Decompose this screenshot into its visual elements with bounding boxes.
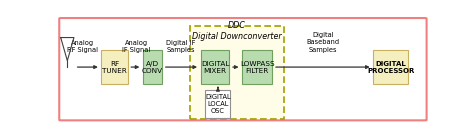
Bar xyxy=(201,50,229,84)
FancyBboxPatch shape xyxy=(59,18,427,120)
Bar xyxy=(242,50,272,84)
Text: A/D
CONV: A/D CONV xyxy=(142,61,163,74)
Bar xyxy=(205,90,230,118)
Bar xyxy=(374,50,408,84)
Text: RF
TUNER: RF TUNER xyxy=(102,61,127,74)
Text: Analog
IF Signal: Analog IF Signal xyxy=(122,40,151,53)
Bar xyxy=(101,50,128,84)
Text: Digital
Baseband
Samples: Digital Baseband Samples xyxy=(307,32,339,53)
Text: DIGITAL
MIXER: DIGITAL MIXER xyxy=(201,61,229,74)
Text: Analog
RF Signal: Analog RF Signal xyxy=(66,40,98,53)
Text: Digital IF
Samples: Digital IF Samples xyxy=(166,40,195,53)
Text: DIGITAL
PROCESSOR: DIGITAL PROCESSOR xyxy=(367,61,414,74)
Text: DDC
Digital Downconverter: DDC Digital Downconverter xyxy=(192,21,282,41)
Bar xyxy=(143,50,162,84)
Text: LOWPASS
FILTER: LOWPASS FILTER xyxy=(240,61,274,74)
Bar xyxy=(190,26,284,119)
Text: DIGITAL
LOCAL
OSC: DIGITAL LOCAL OSC xyxy=(205,94,231,114)
